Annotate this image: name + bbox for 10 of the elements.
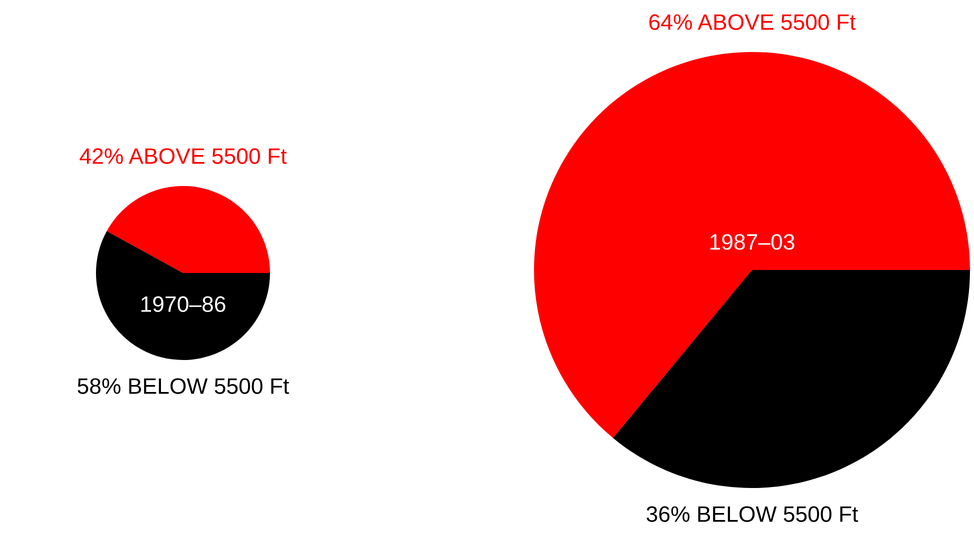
- slice-label: 42% ABOVE 5500 Ft: [80, 148, 287, 164]
- pie-slice: [106, 186, 270, 273]
- slice-label: 64% ABOVE 5500 Ft: [649, 14, 856, 30]
- text: 1987–03: [710, 234, 794, 250]
- slice-label: 58% BELOW 5500 Ft: [78, 378, 290, 394]
- pie-slice: [96, 231, 270, 360]
- text: 1970–86: [141, 296, 226, 312]
- pie-slice: [613, 270, 970, 488]
- slice-label: 36% BELOW 5500 Ft: [646, 506, 858, 522]
- pie-slice: [534, 52, 970, 438]
